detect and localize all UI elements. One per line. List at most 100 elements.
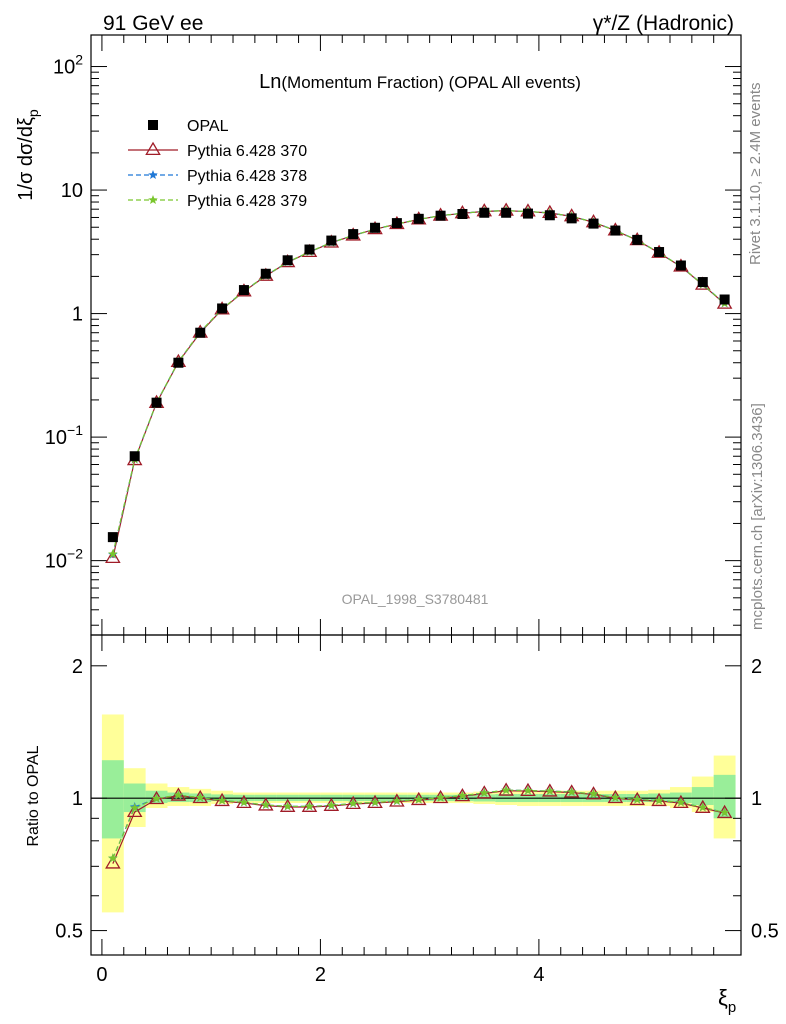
ratio-series-3-point [370, 797, 380, 807]
ratio-band-green [713, 774, 736, 819]
xtick-label: 2 [315, 964, 326, 986]
main-ylabel-sub: p [25, 109, 41, 117]
ratio-series-3-point [676, 797, 686, 807]
main-ylabel-text: 1/σ dσ/dξ [15, 117, 37, 201]
opal-point [501, 207, 512, 218]
opal-point [566, 213, 577, 224]
header-right: γ*/Z (Hadronic) [593, 12, 734, 35]
legend-label: OPAL [187, 118, 229, 135]
ratio-series-3-point [151, 793, 162, 803]
ratio-panel: 0.5 0.5 1 1 2 2 0 2 4 [55, 634, 779, 986]
main-ylabel: 1/σ dσ/dξp [15, 109, 41, 201]
opal-point [654, 247, 665, 258]
watermark-label: OPAL_1998_S3780481 [342, 591, 489, 607]
ratio-series-3-point [719, 807, 730, 817]
ratio-ytick-label: 2 [72, 656, 83, 678]
main-ytick-label: 10−2 [45, 546, 83, 573]
ratio-series-3-point [654, 795, 664, 805]
opal-point [588, 218, 599, 229]
legend-marker [148, 170, 158, 180]
main-ytick-label: 1 [72, 304, 83, 326]
main-panel: 10−2 10−1 1 10 102 [45, 34, 742, 636]
opal-point [697, 277, 708, 288]
opal-point [413, 213, 424, 224]
opal-point [260, 268, 271, 279]
opal-point [435, 210, 446, 221]
ratio-series-3-point [217, 795, 227, 805]
opal-point [238, 285, 249, 296]
ratio-ytick-label: 0.5 [55, 921, 83, 943]
chart-title-rest: (Momentum Fraction) (OPAL All events) [281, 73, 580, 92]
ratio-series-3-point [173, 790, 184, 800]
ratio-series-3-point [501, 785, 511, 795]
series-line-3 [112, 210, 726, 555]
rivet-label: Rivet 3.1.10, ≥ 2.4M events [747, 83, 764, 266]
ratio-series-line-3 [112, 789, 725, 859]
xlabel-sub: p [728, 999, 736, 1016]
ratio-ytick-label-right: 1 [751, 788, 762, 810]
ratio-series-3-point [566, 786, 577, 797]
opal-point [675, 260, 686, 271]
opal-point [610, 225, 621, 236]
opal-point [719, 294, 730, 305]
legend-marker [148, 195, 158, 205]
header-left: 91 GeV ee [103, 12, 203, 35]
ratio-series-3-point [392, 796, 402, 806]
xtick-label: 4 [533, 964, 544, 986]
ratio-ylabel: Ratio to OPAL [25, 745, 42, 846]
chart-title-prefix: Ln [259, 71, 281, 93]
opal-point [479, 207, 490, 218]
opal-point [304, 244, 315, 255]
series-line-2 [112, 210, 726, 555]
ratio-ytick-label-right: 2 [751, 656, 762, 678]
series-3-point [108, 549, 118, 559]
opal-point [282, 255, 293, 266]
ratio-series-3-point [457, 790, 468, 800]
ratio-ytick-label-right: 0.5 [751, 921, 779, 943]
ratio-series-3-point [348, 798, 358, 808]
ratio-series-3-point [326, 800, 337, 810]
ratio-series-3-point [610, 792, 621, 802]
opal-point [129, 451, 140, 462]
ratio-band-green [101, 760, 124, 839]
ratio-series-3-point [413, 794, 424, 804]
opal-point [326, 235, 337, 246]
ratio-series-3-point [282, 801, 293, 811]
legend-label: Pythia 6.428 370 [187, 143, 307, 160]
ratio-frame [90, 634, 742, 956]
opal-point [391, 218, 402, 229]
opal-point [195, 327, 206, 338]
opal-point [217, 303, 228, 314]
opal-point [348, 229, 359, 240]
ratio-series-3-point [129, 802, 140, 813]
ratio-series-3-point [435, 792, 446, 802]
legend: OPAL Pythia 6.428 370 Pythia 6.428 378 Pyth… [128, 118, 307, 210]
ratio-series-3-point [108, 853, 118, 863]
ratio-series-3-point [698, 802, 708, 812]
chart-title: Ln(Momentum Fraction) (OPAL All events) [259, 71, 581, 93]
ratio-series-1-point [126, 803, 143, 818]
opal-point [522, 208, 533, 219]
xlabel-text: ξ [718, 985, 728, 1010]
main-ytick-label: 102 [53, 52, 83, 79]
series-1-point [105, 549, 121, 564]
xtick-label: 0 [96, 964, 107, 986]
ratio-series-3-point [239, 797, 249, 807]
ratio-series-3-point [195, 792, 205, 802]
ratio-ytick-label: 1 [72, 788, 83, 810]
main-ytick-label: 10 [61, 180, 83, 202]
ratio-series-3-point [523, 785, 533, 795]
ratio-series-3-point [304, 801, 315, 811]
opal-point [544, 210, 555, 221]
opal-point [370, 222, 381, 233]
mcplots-label: mcplots.cern.ch [arXiv:1306.3436] [749, 403, 766, 630]
xlabel: ξp [718, 985, 736, 1016]
ratio-series-3-point [588, 788, 599, 798]
opal-point [632, 234, 643, 245]
ratio-series-3-point [545, 786, 555, 796]
series-line-1 [112, 210, 726, 559]
legend-label: Pythia 6.428 378 [187, 168, 307, 185]
ratio-band-green [167, 792, 190, 803]
legend-label: Pythia 6.428 379 [187, 193, 307, 210]
